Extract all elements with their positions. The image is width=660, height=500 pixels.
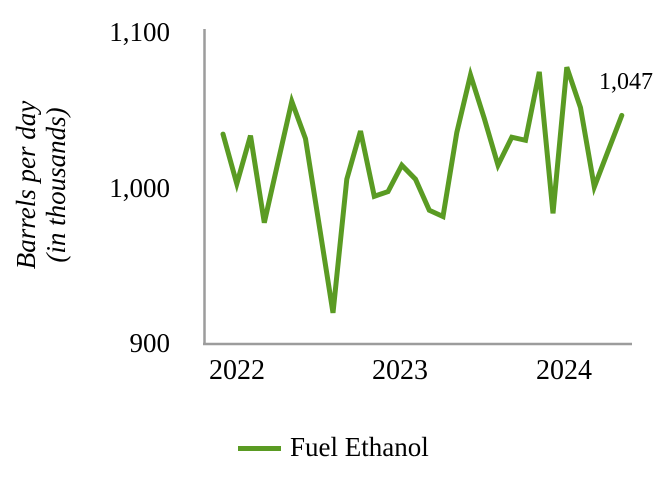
x-tick-label-2024: 2024 (536, 355, 592, 386)
fuel-ethanol-series-line (220, 65, 625, 314)
last-point-data-label: 1,047 (599, 69, 653, 95)
legend: Fuel Ethanol (238, 432, 429, 462)
y-tick-label-1100: 1,100 (109, 17, 170, 47)
x-tick-label-2022: 2022 (209, 355, 265, 386)
legend-series-label: Fuel Ethanol (290, 432, 429, 462)
y-tick-label-1000: 1,000 (109, 173, 170, 203)
y-axis-title-line1: Barrels per day (10, 100, 41, 270)
y-tick-label-900: 900 (129, 328, 171, 358)
x-tick-label-2023: 2023 (372, 355, 428, 386)
legend-line-swatch (238, 445, 281, 451)
